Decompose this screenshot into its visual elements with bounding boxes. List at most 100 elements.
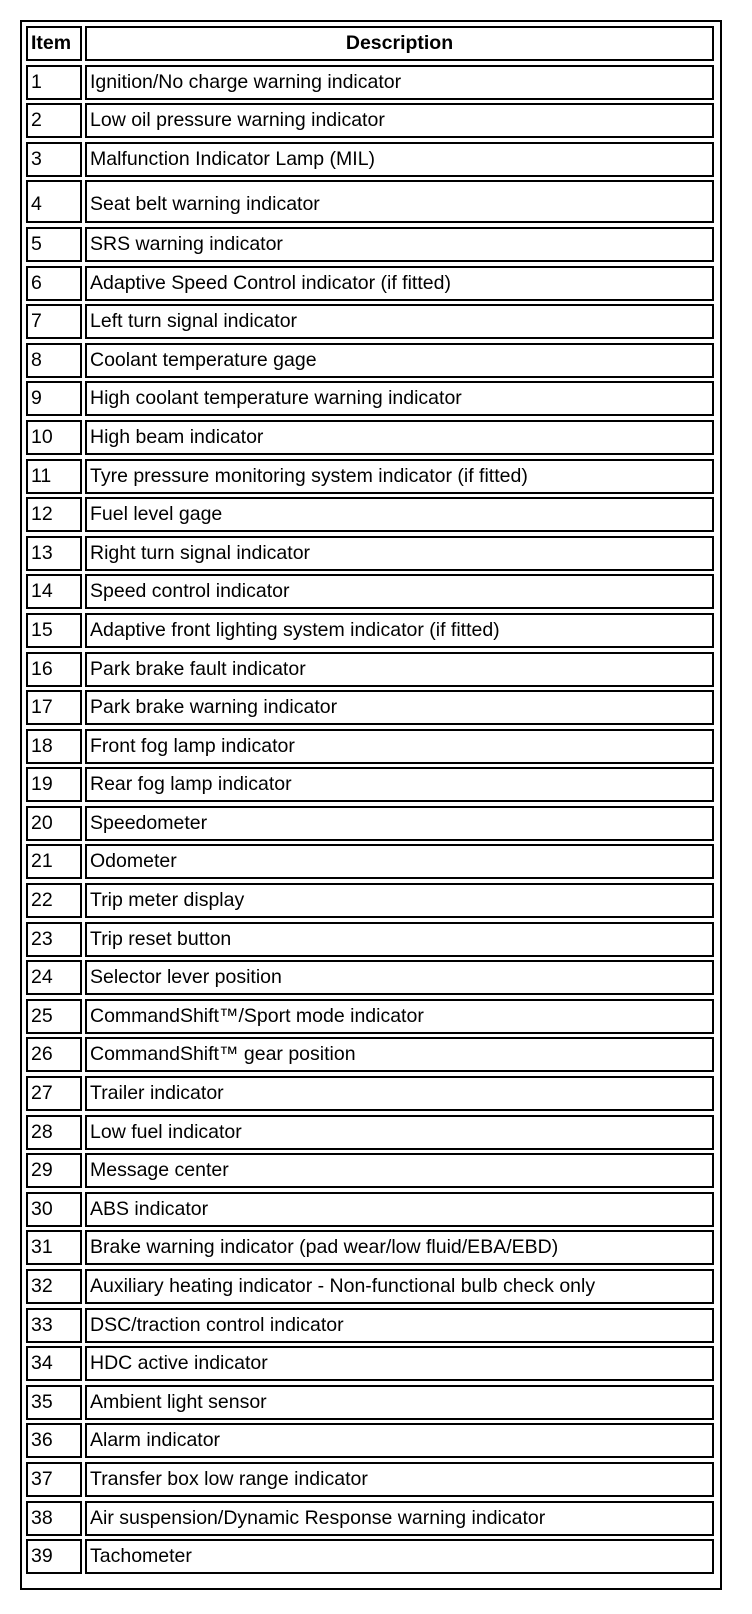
item-number: 7 <box>26 304 82 340</box>
item-number: 6 <box>26 265 82 301</box>
table-row: 7 Left turn signal indicator <box>26 304 714 340</box>
item-description: Park brake fault indicator <box>85 651 714 687</box>
item-number: 26 <box>26 1037 82 1073</box>
item-number: 14 <box>26 574 82 610</box>
table-row: 25 CommandShift™/Sport mode indicator <box>26 998 714 1034</box>
table-row: 19 Rear fog lamp indicator <box>26 767 714 803</box>
item-description: Park brake warning indicator <box>85 690 714 726</box>
table-row: 26 CommandShift™ gear position <box>26 1037 714 1073</box>
item-description: Speedometer <box>85 805 714 841</box>
table-row: 3 Malfunction Indicator Lamp (MIL) <box>26 141 714 177</box>
table-row: 33 DSC/traction control indicator <box>26 1307 714 1343</box>
item-description: DSC/traction control indicator <box>85 1307 714 1343</box>
item-description: Trip meter display <box>85 883 714 919</box>
table-row: 1 Ignition/No charge warning indicator <box>26 64 714 100</box>
item-number: 21 <box>26 844 82 880</box>
table-row: 2 Low oil pressure warning indicator <box>26 103 714 139</box>
item-number: 9 <box>26 381 82 417</box>
table-row: 6 Adaptive Speed Control indicator (if fi… <box>26 265 714 301</box>
item-description: Coolant temperature gage <box>85 342 714 378</box>
header-description: Description <box>85 26 714 61</box>
item-description: Tachometer <box>85 1539 714 1575</box>
table-row: 37 Transfer box low range indicator <box>26 1461 714 1497</box>
item-description: Low fuel indicator <box>85 1114 714 1150</box>
table-row: 10 High beam indicator <box>26 419 714 455</box>
item-description: Ignition/No charge warning indicator <box>85 64 714 100</box>
item-number: 16 <box>26 651 82 687</box>
item-description: Odometer <box>85 844 714 880</box>
header-item: Item <box>26 26 82 61</box>
item-description: Alarm indicator <box>85 1423 714 1459</box>
table-row: 18 Front fog lamp indicator <box>26 728 714 764</box>
item-number: 37 <box>26 1461 82 1497</box>
table-row: 28 Low fuel indicator <box>26 1114 714 1150</box>
item-description: High coolant temperature warning indicat… <box>85 381 714 417</box>
item-description: Tyre pressure monitoring system indicato… <box>85 458 714 494</box>
table-row: 27 Trailer indicator <box>26 1076 714 1112</box>
table-row: 4 Seat belt warning indicator <box>26 180 714 224</box>
table-row: 32 Auxiliary heating indicator - Non-func… <box>26 1269 714 1304</box>
table-row: 30 ABS indicator <box>26 1191 714 1227</box>
table-row: 23 Trip reset button <box>26 921 714 957</box>
item-description: Ambient light sensor <box>85 1384 714 1420</box>
table-row: 36 Alarm indicator <box>26 1423 714 1459</box>
table-header-row: Item Description <box>26 26 714 61</box>
table-row: 11 Tyre pressure monitoring system indica… <box>26 458 714 494</box>
item-number: 25 <box>26 998 82 1034</box>
item-description: Air suspension/Dynamic Response warning … <box>85 1500 714 1536</box>
item-number: 10 <box>26 419 82 455</box>
item-description: Selector lever position <box>85 960 714 996</box>
item-number: 17 <box>26 690 82 726</box>
item-description: Right turn signal indicator <box>85 535 714 571</box>
table-row: 12 Fuel level gage <box>26 497 714 533</box>
table-row: 14 Speed control indicator <box>26 574 714 610</box>
item-number: 31 <box>26 1230 82 1266</box>
table-row: 9 High coolant temperature warning indica… <box>26 381 714 417</box>
item-number: 22 <box>26 883 82 919</box>
table-row: 38 Air suspension/Dynamic Response warnin… <box>26 1500 714 1536</box>
table-row: 21 Odometer <box>26 844 714 880</box>
table-row: 17 Park brake warning indicator <box>26 690 714 726</box>
item-number: 36 <box>26 1423 82 1459</box>
item-number: 39 <box>26 1539 82 1575</box>
item-description: Transfer box low range indicator <box>85 1461 714 1497</box>
item-number: 38 <box>26 1500 82 1536</box>
table-row: 8 Coolant temperature gage <box>26 342 714 378</box>
item-description: CommandShift™/Sport mode indicator <box>85 998 714 1034</box>
table-row: 24 Selector lever position <box>26 960 714 996</box>
item-description: Left turn signal indicator <box>85 304 714 340</box>
item-number: 35 <box>26 1384 82 1420</box>
item-number: 30 <box>26 1191 82 1227</box>
table-row: 29 Message center <box>26 1153 714 1189</box>
item-number: 8 <box>26 342 82 378</box>
item-number: 29 <box>26 1153 82 1189</box>
item-number: 18 <box>26 728 82 764</box>
item-description: Adaptive Speed Control indicator (if fit… <box>85 265 714 301</box>
table-row: 16 Park brake fault indicator <box>26 651 714 687</box>
table-row: 15 Adaptive front lighting system indicat… <box>26 612 714 648</box>
table-row: 5 SRS warning indicator <box>26 226 714 262</box>
indicator-table: Item Description 1 Ignition/No charge war… <box>20 20 722 1590</box>
item-number: 2 <box>26 103 82 139</box>
item-description: Seat belt warning indicator <box>85 180 714 224</box>
item-number: 34 <box>26 1346 82 1382</box>
item-number: 32 <box>26 1269 82 1304</box>
item-description: Trailer indicator <box>85 1076 714 1112</box>
table-row: 20 Speedometer <box>26 805 714 841</box>
item-number: 20 <box>26 805 82 841</box>
item-description: Front fog lamp indicator <box>85 728 714 764</box>
item-description: HDC active indicator <box>85 1346 714 1382</box>
item-number: 27 <box>26 1076 82 1112</box>
item-number: 1 <box>26 64 82 100</box>
item-number: 12 <box>26 497 82 533</box>
item-description: Message center <box>85 1153 714 1189</box>
item-description: Trip reset button <box>85 921 714 957</box>
item-number: 3 <box>26 141 82 177</box>
table-row: 34 HDC active indicator <box>26 1346 714 1382</box>
item-number: 11 <box>26 458 82 494</box>
item-number: 23 <box>26 921 82 957</box>
item-number: 13 <box>26 535 82 571</box>
table-row: 31 Brake warning indicator (pad wear/low … <box>26 1230 714 1266</box>
item-number: 28 <box>26 1114 82 1150</box>
item-description: Malfunction Indicator Lamp (MIL) <box>85 141 714 177</box>
